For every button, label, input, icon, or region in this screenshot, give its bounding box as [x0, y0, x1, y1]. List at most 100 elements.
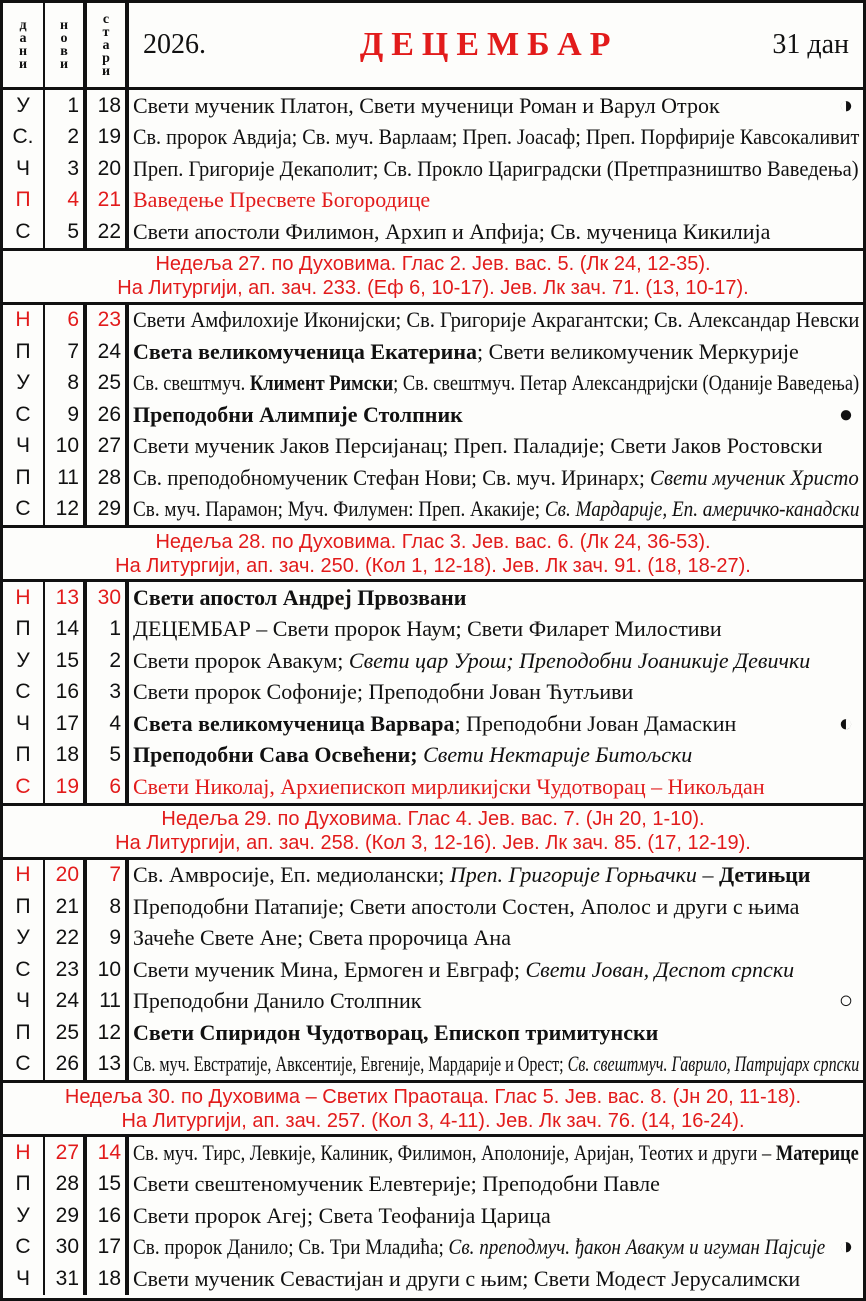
weekday: Н	[3, 1137, 45, 1169]
text-segment: Ваведење Пресвете Богородице	[133, 187, 431, 213]
new-date: 17	[45, 708, 87, 740]
day-row: Н 6 23 Свети Амфилохије Иконијски; Св. Григ…	[3, 304, 863, 337]
weekday: Ч	[3, 985, 45, 1017]
saints-text: Св. муч. Евстратије, Авксентије, Евгениј…	[133, 1051, 859, 1077]
saints: Преподобни Данило Столпник	[129, 986, 829, 1018]
new-date: 9	[45, 399, 87, 431]
title-bar: 2026. ДЕЦЕМБАР 31 дан	[129, 3, 863, 87]
new-date: 20	[45, 859, 87, 891]
day-row: С 5 22 Свети апостоли Филимон, Архип и Апфи…	[3, 216, 863, 248]
text-segment: Свети апостоли Филимон, Архип и Апфија; …	[133, 218, 771, 244]
text-segment: Свети мученик Платон, Свети мученици Ром…	[133, 92, 720, 118]
weekday: У	[3, 1200, 45, 1232]
new-date: 12	[45, 493, 87, 525]
new-date: 30	[45, 1231, 87, 1263]
text-segment: Свети Амфилохије Иконијски; Св. Григориј…	[133, 307, 860, 333]
text-segment: Климент Римски	[249, 370, 394, 396]
saints: Св. муч. Парамон; Муч. Филумен: Преп. Ак…	[129, 494, 863, 526]
text-segment: Преподобни Алимпије Столпник	[133, 401, 463, 427]
day-row: С 9 26 Преподобни Алимпије Столпник ●	[3, 399, 863, 431]
saints-text: ДЕЦЕМБАР – Свети пророк Наум; Свети Фила…	[133, 616, 722, 642]
saints: Св. муч. Тирс, Левкије, Калиник, Филимон…	[129, 1137, 863, 1169]
month: ДЕЦЕМБАР	[359, 26, 619, 63]
old-date: 23	[87, 304, 129, 336]
text-segment: Св. свештмуч.	[133, 370, 250, 396]
text-segment: Свети цар Урош; Преподобни Јоаникије Дев…	[348, 647, 811, 673]
saints: Света великомученица Екатерина; Свети ве…	[129, 336, 863, 368]
new-date: 22	[45, 922, 87, 954]
saints-text: Света великомученица Варвара; Преподобни…	[133, 711, 736, 737]
old-date: 16	[87, 1200, 129, 1232]
old-date: 30	[87, 582, 129, 614]
saints-text: Свети мученик Мина, Ермоген и Евграф; Св…	[133, 957, 794, 983]
weekday: Ч	[3, 153, 45, 185]
saints-text: Света великомученица Екатерина; Свети ве…	[133, 339, 799, 365]
old-date: 22	[87, 216, 129, 248]
text-segment: Свети мученик Јаков Персијанац; Преп. Па…	[133, 433, 823, 459]
day-row: П 14 1 ДЕЦЕМБАР – Свети пророк Наум; Свети …	[3, 613, 863, 645]
saints: Св. муч. Евстратије, Авксентије, Евгениј…	[129, 1049, 863, 1081]
saints: Свети апостол Андреј Првозвани	[129, 582, 863, 614]
old-date: 27	[87, 430, 129, 462]
text-segment: Свети апостол Андреј Првозвани	[133, 584, 467, 610]
text-segment: Св. муч. Тирс, Левкије, Калиник, Филимон…	[133, 1139, 776, 1165]
column-header: стари	[87, 3, 129, 87]
weekday: Н	[3, 859, 45, 891]
text-segment: Материце	[775, 1139, 859, 1165]
day-row: П 7 24 Света великомученица Екатерина; Свет…	[3, 336, 863, 368]
saints: Свети пророк Агеј; Света Теофанија Цариц…	[129, 1200, 863, 1232]
day-row: П 4 21 Ваведење Пресвете Богородице	[3, 184, 863, 216]
saints: Свети апостоли Филимон, Архип и Апфија; …	[129, 216, 863, 248]
text-segment: –	[696, 862, 719, 888]
day-row: Ч 3 20 Преп. Григорије Декаполит; Св. Прокл…	[3, 153, 863, 185]
new-date: 31	[45, 1263, 87, 1295]
old-date: 13	[87, 1048, 129, 1080]
saints: Свети пророк Авакум; Свети цар Урош; Пре…	[129, 645, 863, 677]
old-date: 15	[87, 1168, 129, 1200]
saints-text: Свети пророк Авакум; Свети цар Урош; Пре…	[133, 648, 810, 674]
saints: Св. свештмуч. Климент Римски; Св. свештм…	[129, 368, 863, 400]
new-date: 18	[45, 739, 87, 771]
column-header: нови	[45, 3, 87, 87]
weekday: С	[3, 676, 45, 708]
saints: Св. пророк Авдија; Св. муч. Варлаам; Пре…	[129, 122, 863, 154]
reading-line: Недеља 30. по Духовима – Светих Праотаца…	[64, 1085, 802, 1108]
text-segment: Свети мученик Христо	[650, 464, 859, 490]
new-date: 15	[45, 645, 87, 677]
weekday: Ч	[3, 430, 45, 462]
old-date: 2	[87, 645, 129, 677]
column-label: нови	[59, 18, 69, 72]
weekday: С.	[3, 121, 45, 153]
old-date: 9	[87, 922, 129, 954]
text-segment: Свети свештеномученик Елевтерије; Препод…	[133, 1171, 660, 1197]
reading: Недеља 27. по Духовима. Глас 2. Јев. вас…	[3, 247, 863, 305]
weekday: П	[3, 1017, 45, 1049]
day-row: П 18 5 Преподобни Сава Освећени; Свети Нект…	[3, 739, 863, 771]
header: дани нови стари 2026. ДЕЦЕМБАР 31 дан	[3, 3, 863, 90]
saints: Свети свештеномученик Елевтерије; Препод…	[129, 1169, 863, 1201]
day-row: Ч 10 27 Свети мученик Јаков Персијанац; Пре…	[3, 430, 863, 462]
saints-text: Св. муч. Парамон; Муч. Филумен: Преп. Ак…	[133, 496, 859, 522]
new-date: 23	[45, 954, 87, 986]
saints: Св. преподобномученик Стефан Нови; Св. м…	[129, 462, 863, 494]
saints-text: Св. свештмуч. Климент Римски; Св. свештм…	[133, 370, 859, 396]
day-row: Н 27 14 Св. муч. Тирс, Левкије, Калиник, Фи…	[3, 1137, 863, 1169]
text-segment: Свети Спиридон Чудотворац, Епископ трими…	[133, 1019, 659, 1045]
saints-text: Св. пророк Авдија; Св. муч. Варлаам; Пре…	[133, 124, 859, 150]
old-date: 11	[87, 985, 129, 1017]
text-segment: Преподобни Патапије; Свети апостоли Сост…	[133, 893, 800, 919]
saints: Свети Николај, Архиепископ мирликијски Ч…	[129, 771, 863, 803]
saints-text: Свети пророк Агеј; Света Теофанија Цариц…	[133, 1203, 551, 1229]
new-date: 13	[45, 582, 87, 614]
column-label: стари	[101, 11, 111, 79]
saints-text: Св. пророк Данило; Св. Три Младића; Св. …	[133, 1234, 825, 1260]
text-segment: Свети пророк Агеј; Света Теофанија Цариц…	[133, 1202, 551, 1228]
weekday: С	[3, 1048, 45, 1080]
new-date: 10	[45, 430, 87, 462]
saints: Свети Амфилохије Иконијски; Св. Григориј…	[129, 305, 863, 337]
new-date: 27	[45, 1137, 87, 1169]
saints: Св. пророк Данило; Св. Три Младића; Св. …	[129, 1232, 829, 1264]
day-row: С 16 3 Свети пророк Софоније; Преподобни Јо…	[3, 676, 863, 708]
day-row: С 12 29 Св. муч. Парамон; Муч. Филумен: Пре…	[3, 493, 863, 526]
old-date: 1	[87, 613, 129, 645]
